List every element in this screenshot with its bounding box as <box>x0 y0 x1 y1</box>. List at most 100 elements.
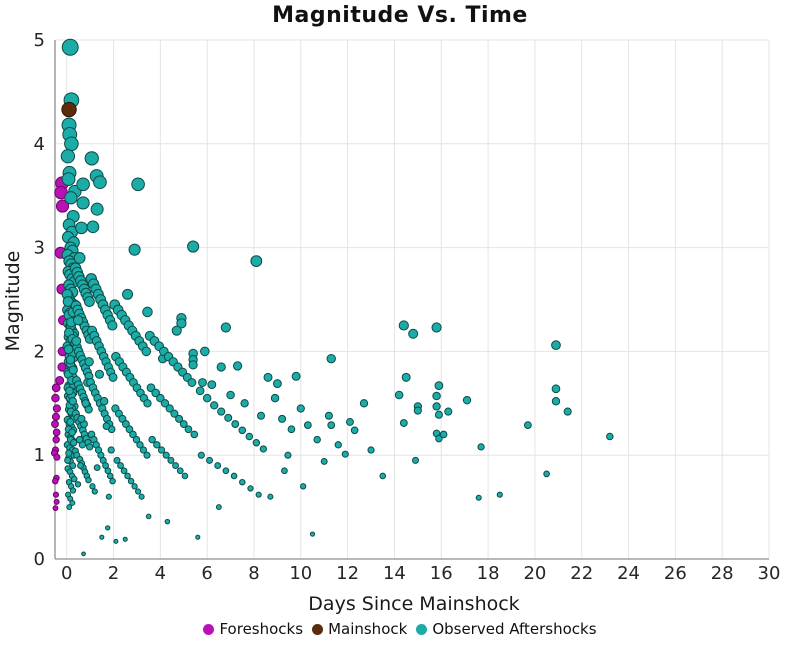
data-point-aftershock <box>131 177 145 192</box>
legend-item-mainshock: Mainshock <box>312 620 407 638</box>
data-point-aftershock <box>327 421 336 430</box>
data-point-aftershock <box>84 151 99 166</box>
legend-label: Mainshock <box>328 620 408 638</box>
data-point-aftershock <box>195 534 201 540</box>
data-point-foreshock <box>52 435 60 444</box>
data-point-aftershock <box>252 439 261 447</box>
data-point-aftershock <box>198 378 207 387</box>
data-point-aftershock <box>148 435 156 444</box>
data-point-aftershock <box>313 435 321 444</box>
legend-label: Foreshocks <box>219 620 304 638</box>
data-point-aftershock <box>108 372 118 382</box>
data-point-aftershock <box>129 430 137 439</box>
data-point-aftershock <box>64 456 72 464</box>
data-point-aftershock <box>267 493 274 500</box>
data-point-aftershock <box>412 456 420 464</box>
data-point-aftershock <box>68 365 78 375</box>
data-point-aftershock <box>287 425 296 434</box>
data-point-foreshock <box>52 428 61 437</box>
data-point-aftershock <box>239 478 246 486</box>
data-point-aftershock <box>157 446 166 454</box>
data-point-aftershock <box>89 483 96 490</box>
aftershocks-legend-dot-icon <box>416 623 428 635</box>
data-point-aftershock <box>73 315 84 326</box>
data-point-aftershock <box>231 420 240 428</box>
data-point-foreshock <box>55 199 70 213</box>
data-point-aftershock <box>206 456 213 464</box>
data-point-aftershock <box>188 360 198 370</box>
data-point-aftershock <box>477 443 485 451</box>
data-point-aftershock <box>65 449 73 457</box>
data-point-aftershock <box>61 172 76 186</box>
data-point-foreshock <box>52 404 61 413</box>
data-point-aftershock <box>136 441 144 449</box>
data-point-aftershock <box>398 320 409 331</box>
data-point-aftershock <box>68 428 76 437</box>
data-point-foreshock <box>57 362 67 372</box>
y-tick-label: 0 <box>34 549 45 570</box>
data-point-aftershock <box>432 391 441 401</box>
data-point-aftershock <box>113 456 121 464</box>
data-point-aftershock <box>131 483 138 490</box>
data-point-aftershock <box>81 399 90 408</box>
data-point-aftershock <box>69 499 76 506</box>
data-point-aftershock <box>61 38 79 56</box>
data-point-aftershock <box>551 340 561 351</box>
data-point-aftershock <box>65 386 74 396</box>
data-point-aftershock <box>224 413 233 422</box>
data-point-aftershock <box>247 485 254 492</box>
y-tick-label: 3 <box>34 238 45 259</box>
data-point-aftershock <box>77 414 86 423</box>
data-point-foreshock <box>51 412 60 421</box>
data-point-aftershock <box>309 531 316 537</box>
data-point-aftershock <box>220 322 231 333</box>
data-point-aftershock <box>303 421 312 430</box>
data-point-aftershock <box>284 451 292 459</box>
data-point-aftershock <box>435 434 443 443</box>
data-point-aftershock <box>165 404 174 413</box>
data-point-aftershock <box>187 240 200 253</box>
data-point-aftershock <box>291 371 301 381</box>
data-point-aftershock <box>563 407 572 416</box>
data-point-aftershock <box>104 467 112 475</box>
x-tick-label: 2 <box>108 563 119 584</box>
data-point-aftershock <box>184 425 193 434</box>
y-axis-label: Magnitude <box>2 250 24 352</box>
data-point-aftershock <box>99 534 105 540</box>
data-point-aftershock <box>439 430 448 439</box>
data-point-aftershock <box>399 419 408 427</box>
data-point-aftershock <box>156 393 165 403</box>
x-tick-label: 8 <box>248 563 259 584</box>
data-point-aftershock <box>107 320 118 331</box>
data-point-aftershock <box>210 401 219 410</box>
data-point-aftershock <box>81 551 86 557</box>
x-tick-label: 18 <box>477 563 500 584</box>
data-point-aftershock <box>281 467 288 475</box>
data-point-aftershock <box>496 491 503 498</box>
data-point-aftershock <box>69 487 77 494</box>
data-point-aftershock <box>143 451 151 459</box>
data-point-aftershock <box>151 388 160 398</box>
data-point-foreshock <box>52 491 60 498</box>
data-point-aftershock <box>86 220 100 234</box>
data-point-aftershock <box>105 525 111 531</box>
data-point-aftershock <box>326 353 336 364</box>
data-point-aftershock <box>117 462 124 469</box>
data-point-aftershock <box>127 477 135 485</box>
data-point-aftershock <box>132 435 141 444</box>
y-tick-label: 1 <box>34 445 45 466</box>
x-tick-label: 28 <box>711 563 734 584</box>
x-tick-label: 14 <box>383 563 406 584</box>
data-point-aftershock <box>215 504 222 511</box>
data-point-foreshock <box>55 376 65 385</box>
data-point-aftershock <box>66 504 73 511</box>
data-point-aftershock <box>256 411 266 420</box>
data-point-aftershock <box>138 493 145 500</box>
data-point-aftershock <box>125 425 134 434</box>
data-point-aftershock <box>176 318 187 329</box>
x-tick-label: 30 <box>758 563 781 584</box>
x-tick-label: 10 <box>289 563 312 584</box>
data-point-aftershock <box>408 328 419 339</box>
data-point-foreshock <box>51 383 61 393</box>
